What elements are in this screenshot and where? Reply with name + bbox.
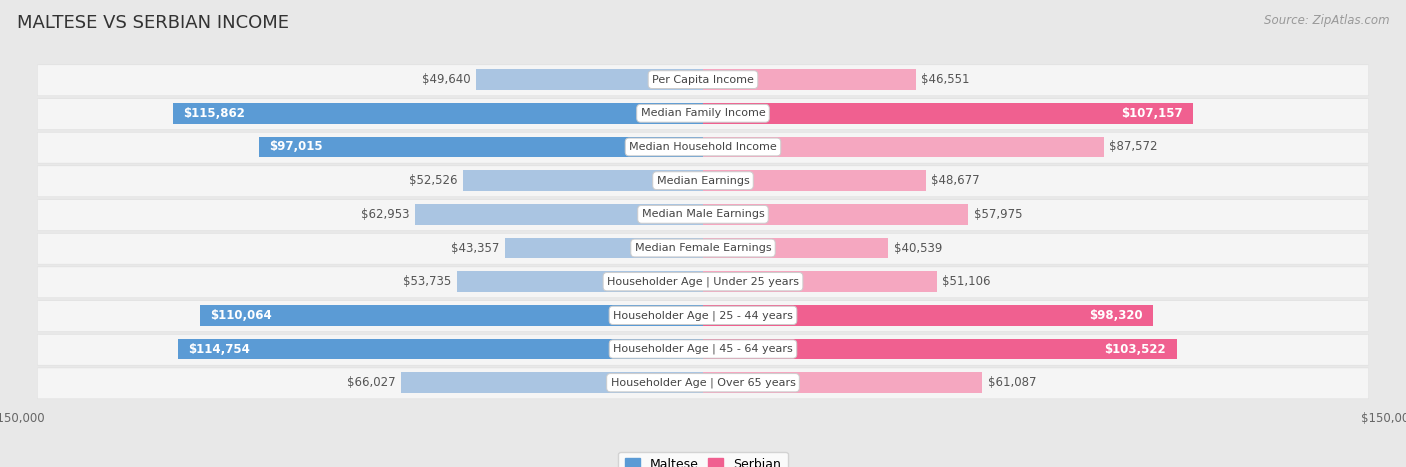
Text: Median Family Income: Median Family Income (641, 108, 765, 118)
Bar (259, 136, 703, 157)
Bar (179, 339, 703, 360)
FancyBboxPatch shape (38, 166, 1368, 197)
FancyBboxPatch shape (39, 166, 1367, 196)
FancyBboxPatch shape (38, 233, 1368, 264)
Text: $66,027: $66,027 (347, 376, 395, 389)
Text: Median Earnings: Median Earnings (657, 176, 749, 186)
Bar (415, 204, 703, 225)
Text: $57,975: $57,975 (974, 208, 1022, 221)
Bar (457, 271, 703, 292)
Text: $107,157: $107,157 (1121, 107, 1182, 120)
Text: $61,087: $61,087 (988, 376, 1036, 389)
Text: Householder Age | Under 25 years: Householder Age | Under 25 years (607, 276, 799, 287)
Bar (401, 372, 703, 393)
FancyBboxPatch shape (38, 199, 1368, 230)
Text: Householder Age | 45 - 64 years: Householder Age | 45 - 64 years (613, 344, 793, 354)
FancyBboxPatch shape (38, 99, 1368, 129)
Text: Per Capita Income: Per Capita Income (652, 75, 754, 85)
Text: $114,754: $114,754 (188, 342, 250, 355)
Text: Median Female Earnings: Median Female Earnings (634, 243, 772, 253)
Bar (703, 103, 1194, 124)
Bar (703, 339, 1177, 360)
FancyBboxPatch shape (39, 132, 1367, 163)
Text: Median Male Earnings: Median Male Earnings (641, 209, 765, 219)
Bar (703, 305, 1153, 326)
Text: $53,735: $53,735 (404, 275, 451, 288)
Bar (505, 238, 703, 258)
FancyBboxPatch shape (39, 99, 1367, 129)
Text: $46,551: $46,551 (921, 73, 970, 86)
Text: Householder Age | 25 - 44 years: Householder Age | 25 - 44 years (613, 310, 793, 321)
Text: $48,677: $48,677 (931, 174, 980, 187)
Text: $43,357: $43,357 (451, 241, 499, 255)
Text: $115,862: $115,862 (183, 107, 245, 120)
Bar (703, 136, 1104, 157)
Bar (173, 103, 703, 124)
Bar (703, 271, 936, 292)
FancyBboxPatch shape (39, 368, 1367, 398)
Bar (477, 69, 703, 90)
FancyBboxPatch shape (38, 65, 1368, 96)
Bar (463, 170, 703, 191)
FancyBboxPatch shape (39, 334, 1367, 364)
FancyBboxPatch shape (39, 65, 1367, 95)
Bar (703, 372, 983, 393)
Bar (200, 305, 703, 326)
FancyBboxPatch shape (38, 132, 1368, 163)
Text: MALTESE VS SERBIAN INCOME: MALTESE VS SERBIAN INCOME (17, 14, 288, 32)
Text: Median Household Income: Median Household Income (628, 142, 778, 152)
Text: $103,522: $103,522 (1105, 342, 1166, 355)
FancyBboxPatch shape (38, 368, 1368, 399)
FancyBboxPatch shape (39, 267, 1367, 297)
Bar (703, 170, 925, 191)
Text: Source: ZipAtlas.com: Source: ZipAtlas.com (1264, 14, 1389, 27)
Text: $62,953: $62,953 (361, 208, 409, 221)
Text: $51,106: $51,106 (942, 275, 991, 288)
Text: $98,320: $98,320 (1088, 309, 1143, 322)
Text: $52,526: $52,526 (409, 174, 457, 187)
FancyBboxPatch shape (39, 233, 1367, 263)
FancyBboxPatch shape (38, 267, 1368, 298)
FancyBboxPatch shape (38, 334, 1368, 365)
Text: $40,539: $40,539 (894, 241, 942, 255)
FancyBboxPatch shape (39, 301, 1367, 331)
Text: $87,572: $87,572 (1109, 141, 1157, 154)
Text: $97,015: $97,015 (270, 141, 323, 154)
Text: $110,064: $110,064 (209, 309, 271, 322)
FancyBboxPatch shape (39, 199, 1367, 230)
Bar (703, 69, 915, 90)
Legend: Maltese, Serbian: Maltese, Serbian (619, 452, 787, 467)
FancyBboxPatch shape (38, 301, 1368, 332)
Text: Householder Age | Over 65 years: Householder Age | Over 65 years (610, 377, 796, 388)
Bar (703, 204, 969, 225)
Bar (703, 238, 889, 258)
Text: $49,640: $49,640 (422, 73, 471, 86)
